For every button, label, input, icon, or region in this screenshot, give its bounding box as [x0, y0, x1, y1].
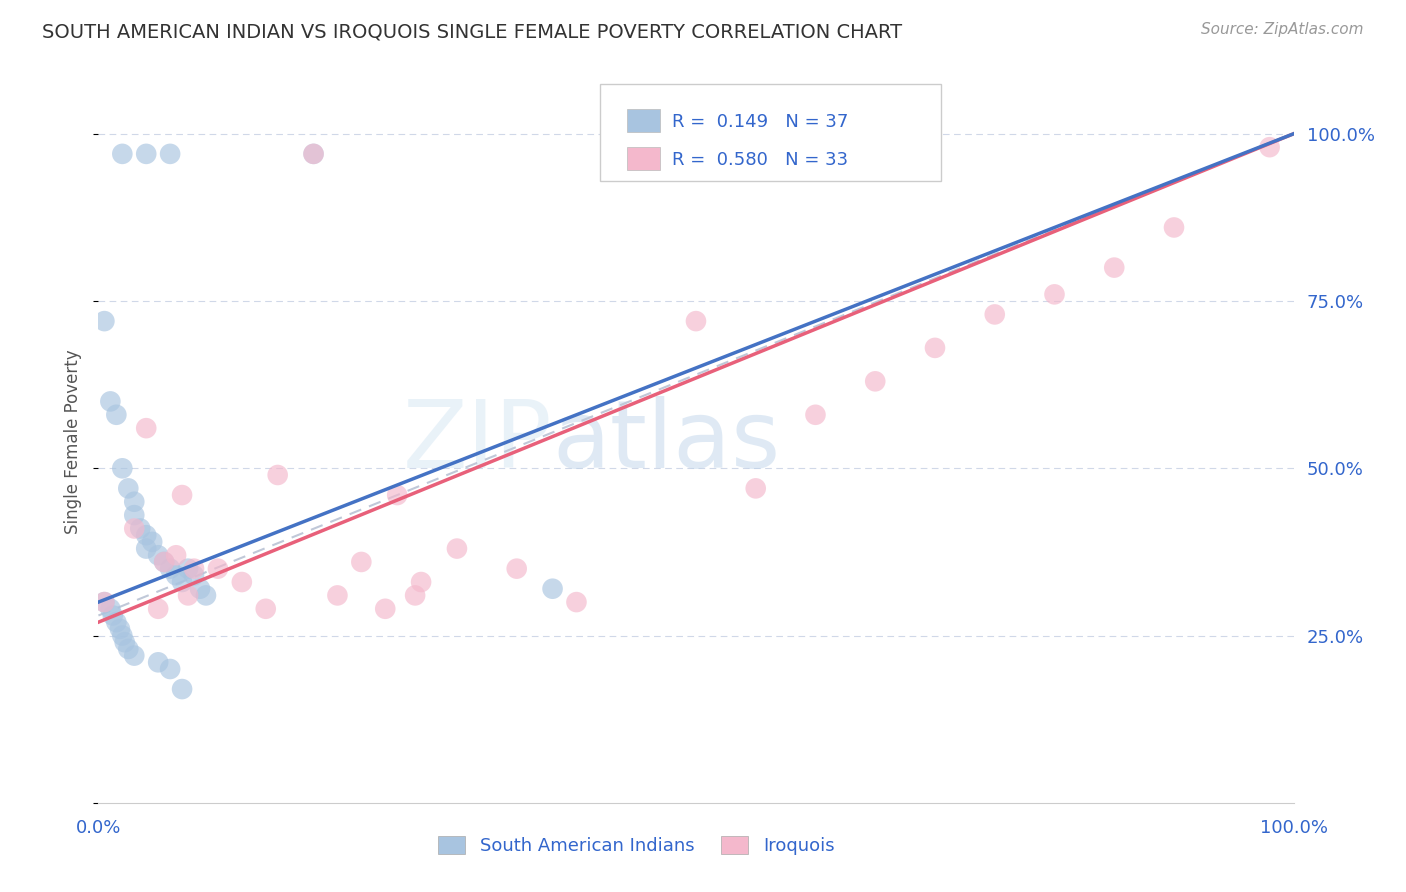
Point [108, 622, 131, 636]
Point [135, 147, 157, 161]
Point [1043, 287, 1066, 301]
Point [159, 562, 181, 576]
Point [183, 562, 205, 576]
Point [93, 595, 115, 609]
Point [374, 602, 396, 616]
Point [159, 147, 181, 161]
Point [148, 655, 170, 669]
Text: Source: ZipAtlas.com: Source: ZipAtlas.com [1201, 22, 1364, 37]
Point [924, 341, 946, 355]
Point [302, 147, 325, 161]
Point [101, 608, 124, 623]
Point [124, 648, 146, 663]
Point [135, 541, 157, 556]
FancyBboxPatch shape [627, 147, 661, 169]
Point [129, 521, 152, 535]
Point [117, 482, 139, 496]
Point [404, 589, 426, 603]
Point [411, 575, 433, 590]
Text: ZIP: ZIP [404, 395, 553, 488]
Point [148, 548, 170, 563]
Point [165, 548, 187, 563]
Point [124, 521, 146, 535]
Legend: South American Indians, Iroquois: South American Indians, Iroquois [430, 829, 842, 863]
Point [98, 394, 122, 409]
Point [541, 582, 564, 596]
Point [984, 307, 1007, 322]
Point [172, 681, 194, 696]
Point [254, 602, 277, 616]
Point [183, 568, 205, 582]
Point [105, 408, 128, 422]
Point [177, 589, 200, 603]
Point [207, 562, 229, 576]
Point [302, 147, 325, 161]
Point [98, 602, 122, 616]
Point [172, 488, 194, 502]
Point [385, 488, 409, 502]
Point [1104, 260, 1126, 275]
Text: atlas: atlas [553, 395, 780, 488]
Point [1258, 140, 1281, 154]
Point [148, 602, 170, 616]
Point [111, 628, 134, 642]
Point [267, 467, 290, 482]
Point [117, 642, 139, 657]
Point [93, 595, 115, 609]
Text: SOUTH AMERICAN INDIAN VS IROQUOIS SINGLE FEMALE POVERTY CORRELATION CHART: SOUTH AMERICAN INDIAN VS IROQUOIS SINGLE… [42, 22, 903, 41]
Point [565, 595, 588, 609]
Point [195, 589, 218, 603]
Point [231, 575, 253, 590]
Point [159, 662, 181, 676]
Point [177, 562, 200, 576]
Point [135, 528, 157, 542]
Point [111, 147, 134, 161]
Point [745, 482, 768, 496]
Point [114, 635, 136, 649]
Point [111, 461, 134, 475]
FancyBboxPatch shape [627, 109, 661, 132]
Point [326, 589, 349, 603]
Point [165, 568, 187, 582]
Point [141, 534, 163, 549]
Y-axis label: Single Female Poverty: Single Female Poverty [65, 350, 83, 533]
Point [446, 541, 468, 556]
Point [135, 421, 157, 435]
Text: R =  0.580   N = 33: R = 0.580 N = 33 [672, 151, 848, 169]
Point [506, 562, 529, 576]
Point [350, 555, 373, 569]
Point [685, 314, 707, 328]
Point [172, 575, 194, 590]
Point [865, 375, 887, 389]
Point [124, 508, 146, 523]
Point [124, 494, 146, 508]
Point [105, 615, 128, 630]
Point [804, 408, 827, 422]
Point [153, 555, 176, 569]
FancyBboxPatch shape [600, 84, 941, 181]
Point [1163, 220, 1185, 235]
Text: R =  0.149   N = 37: R = 0.149 N = 37 [672, 113, 848, 131]
Point [188, 582, 211, 596]
Point [153, 555, 176, 569]
Point [93, 314, 115, 328]
